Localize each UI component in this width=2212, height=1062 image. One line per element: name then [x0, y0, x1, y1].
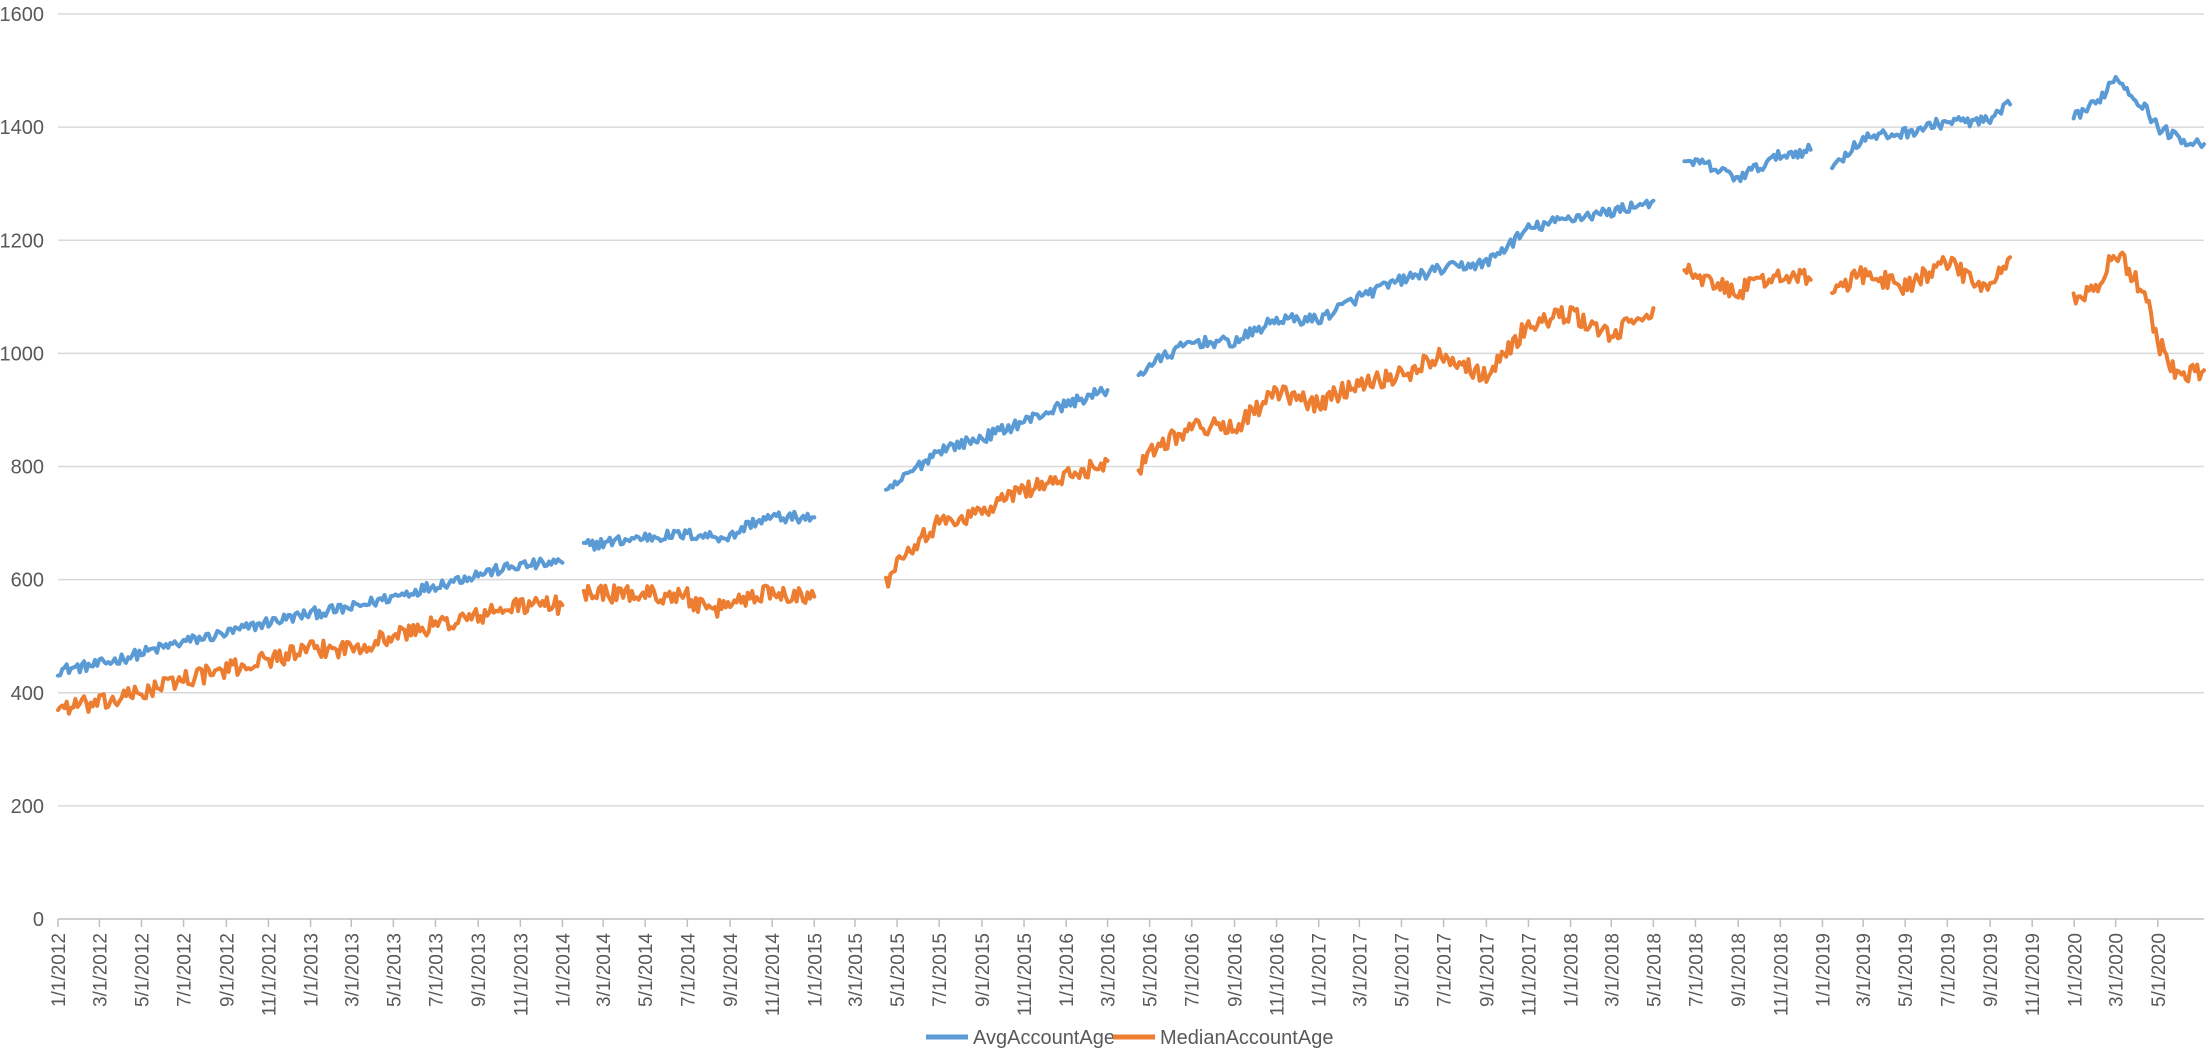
x-tick-label: 5/1/2016: [1141, 933, 1162, 1007]
x-tick-label: 9/1/2013: [469, 933, 490, 1007]
y-tick-label: 800: [11, 457, 44, 479]
series-line-avgaccountage-segment-7: [2071, 75, 2206, 149]
legend-label-medianaccountage: MedianAccountAge: [1160, 1027, 1333, 1049]
y-tick-label: 400: [11, 683, 44, 705]
y-tick-label: 200: [11, 796, 44, 818]
x-tick-label: 3/1/2013: [342, 933, 363, 1007]
x-tick-label: 11/1/2012: [259, 933, 280, 1016]
x-tick-label: 9/1/2012: [217, 933, 238, 1007]
series-line-medianaccountage-segment-6: [1830, 255, 2013, 296]
x-tick-label: 5/1/2019: [1896, 933, 1917, 1007]
y-tick-label: 1200: [0, 230, 44, 252]
series-line-medianaccountage-segment-2: [581, 583, 817, 619]
y-tick-label: 0: [33, 909, 44, 931]
series-line-avgaccountage-segment-1: [56, 556, 565, 678]
x-tick-label: 5/1/2014: [636, 933, 657, 1007]
series-line-medianaccountage-segment-5: [1682, 262, 1813, 301]
x-tick-label: 3/1/2016: [1099, 933, 1120, 1007]
x-tick-label: 9/1/2014: [721, 933, 742, 1007]
x-tick-label: 7/1/2012: [175, 933, 196, 1007]
x-tick-label: 1/1/2019: [1813, 933, 1834, 1007]
x-tick-label: 3/1/2020: [2107, 933, 2128, 1007]
x-tick-label: 9/1/2016: [1226, 933, 1247, 1007]
y-tick-label: 1000: [0, 343, 44, 365]
x-tick-label: 11/1/2018: [1771, 933, 1792, 1016]
x-tick-label: 7/1/2016: [1183, 933, 1204, 1007]
x-tick-label: 7/1/2015: [930, 933, 951, 1007]
series-line-avgaccountage-segment-4: [1136, 198, 1656, 378]
series-line-medianaccountage-segment-7: [2071, 250, 2206, 384]
x-tick-label: 11/1/2016: [1268, 933, 1289, 1016]
legend: AvgAccountAge MedianAccountAge: [926, 1027, 1333, 1049]
x-tick-label: 3/1/2017: [1350, 933, 1371, 1007]
x-tick-label: 3/1/2018: [1602, 933, 1623, 1007]
x-tick-label: 5/1/2013: [384, 933, 405, 1007]
y-tick-label: 1400: [0, 117, 44, 139]
x-tick-label: 11/1/2019: [2023, 933, 2044, 1016]
x-tick-label: 1/1/2018: [1562, 933, 1583, 1007]
x-tick-label: 1/1/2017: [1310, 933, 1331, 1007]
y-axis: 0 200 400 600 800 1000 1200 1400 1600: [0, 4, 44, 931]
x-tick-label: 7/1/2018: [1686, 933, 1707, 1007]
x-tick-label: 3/1/2012: [90, 933, 111, 1007]
x-tick-label: 7/1/2013: [426, 933, 447, 1007]
series-layer: [56, 75, 2206, 716]
grid-layer: [58, 13, 2204, 807]
x-tick-label: 7/1/2019: [1938, 933, 1959, 1007]
x-tick-label: 1/1/2012: [49, 933, 70, 1007]
y-tick-label: 1600: [0, 4, 44, 26]
series-line-avgaccountage-segment-5: [1682, 142, 1813, 184]
x-tick-label: 7/1/2014: [678, 933, 699, 1007]
x-tick-label: 9/1/2018: [1729, 933, 1750, 1007]
x-axis: 1/1/2012 3/1/2012 5/1/2012 7/1/2012 9/1/2012…: [49, 918, 2204, 1017]
x-tick-label: 5/1/2017: [1392, 933, 1413, 1007]
x-tick-label: 5/1/2015: [888, 933, 909, 1007]
legend-label-avgaccountage: AvgAccountAge: [973, 1027, 1115, 1049]
y-tick-label: 600: [11, 570, 44, 592]
x-tick-label: 11/1/2013: [511, 933, 532, 1016]
x-tick-label: 9/1/2019: [1981, 933, 2002, 1007]
x-tick-label: 3/1/2014: [594, 933, 615, 1007]
x-tick-label: 3/1/2015: [846, 933, 867, 1007]
series-line-avgaccountage-segment-2: [581, 509, 817, 552]
series-line-avgaccountage-segment-6: [1830, 98, 2013, 171]
x-tick-label: 1/1/2015: [805, 933, 826, 1007]
x-tick-label: 9/1/2015: [973, 933, 994, 1007]
x-tick-label: 1/1/2016: [1057, 933, 1078, 1007]
x-tick-label: 1/1/2020: [2065, 933, 2086, 1007]
series-line-medianaccountage-segment-4: [1136, 305, 1656, 476]
x-tick-label: 11/1/2017: [1519, 933, 1540, 1016]
x-tick-label: 1/1/2013: [302, 933, 323, 1007]
x-tick-label: 1/1/2014: [553, 933, 574, 1007]
x-tick-label: 3/1/2019: [1854, 933, 1875, 1007]
series-line-avgaccountage-segment-3: [884, 385, 1110, 492]
series-line-medianaccountage-segment-3: [884, 456, 1110, 589]
x-tick-label: 5/1/2018: [1644, 933, 1665, 1007]
x-tick-label: 5/1/2012: [132, 933, 153, 1007]
x-tick-label: 5/1/2020: [2149, 933, 2170, 1007]
series-line-medianaccountage-segment-1: [56, 594, 565, 716]
x-tick-label: 9/1/2017: [1477, 933, 1498, 1007]
x-tick-label: 11/1/2014: [763, 933, 784, 1017]
x-tick-label: 7/1/2017: [1435, 933, 1456, 1007]
x-tick-label: 11/1/2015: [1015, 933, 1036, 1016]
